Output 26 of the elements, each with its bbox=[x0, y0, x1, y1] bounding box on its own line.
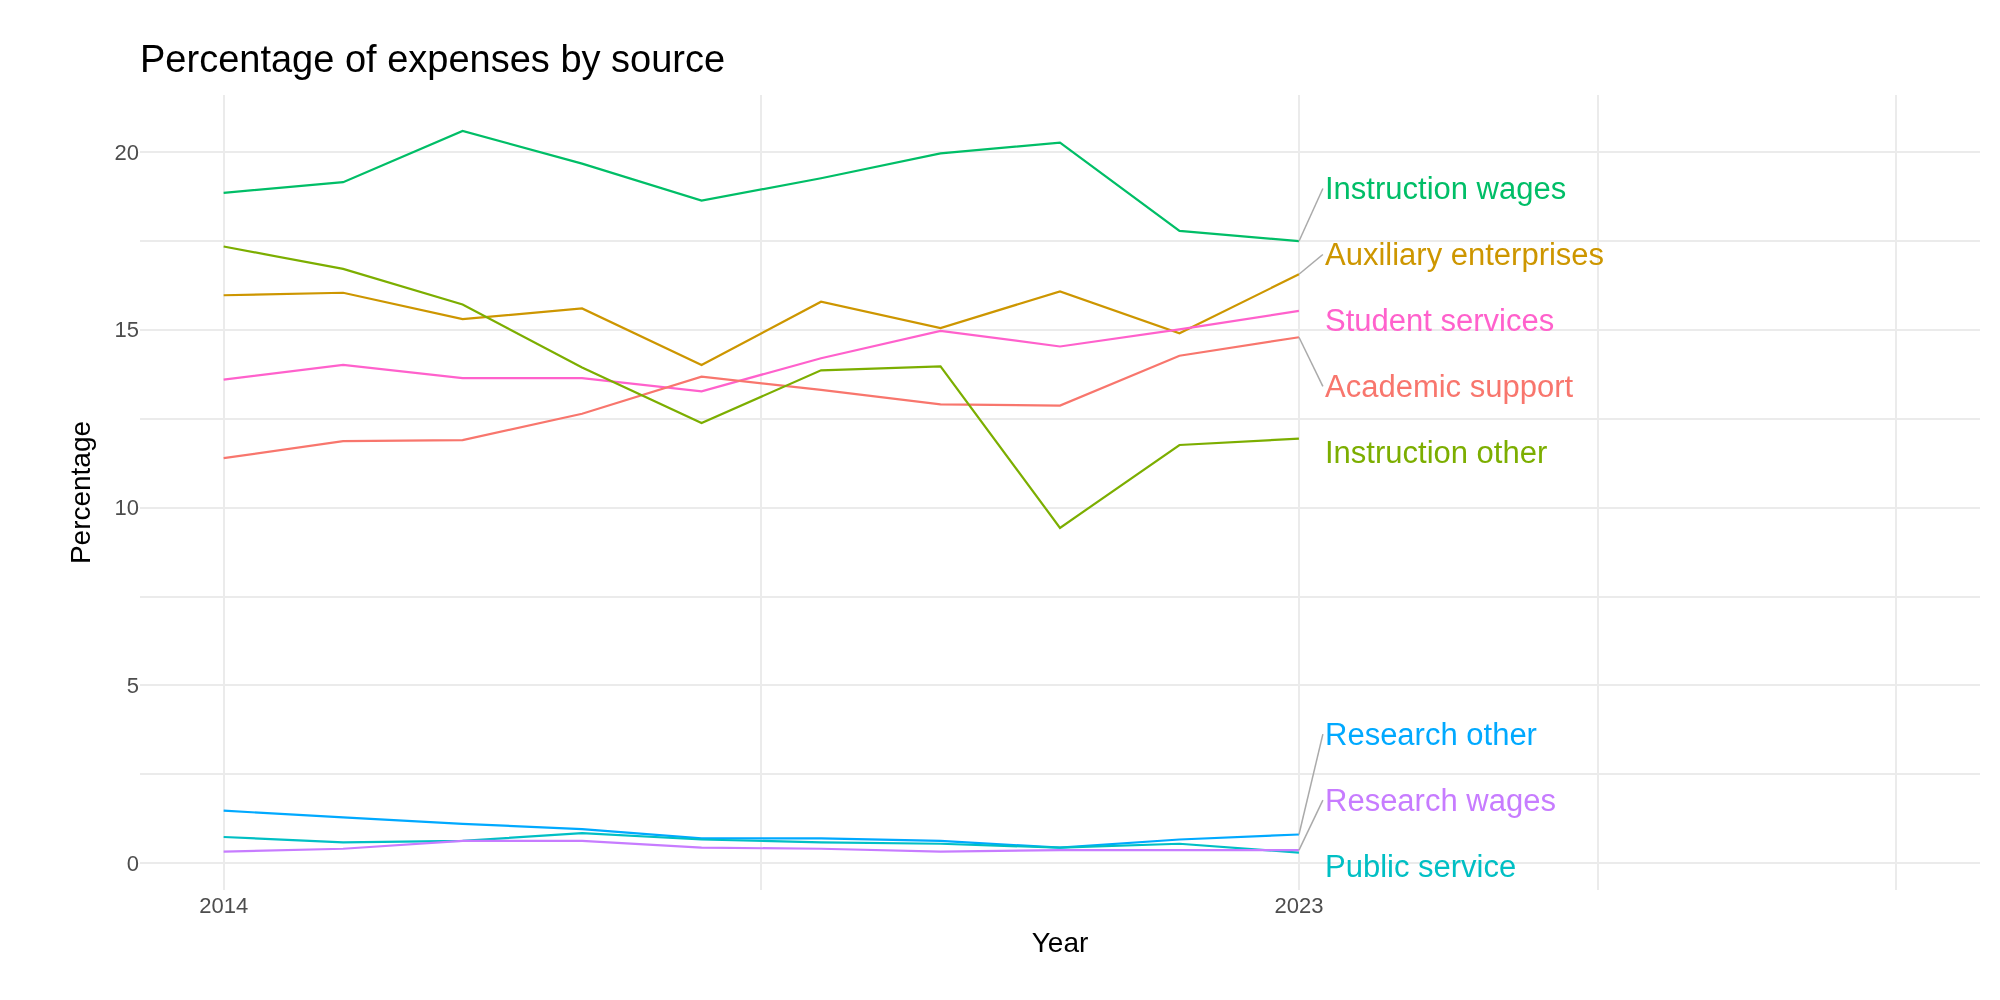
series-label: Research wages bbox=[1325, 783, 1556, 818]
line-series bbox=[222, 839, 1301, 853]
line-series bbox=[222, 273, 1301, 367]
y-tick-label: 5 bbox=[126, 673, 139, 699]
text: Research other bbox=[1325, 717, 1537, 752]
y-tick-label: 10 bbox=[114, 495, 139, 521]
line-series bbox=[222, 129, 1301, 243]
line-series bbox=[222, 336, 1301, 460]
line-series bbox=[222, 809, 1301, 849]
line-series bbox=[222, 309, 1301, 393]
line-series bbox=[222, 831, 1301, 854]
y-tick-label: 15 bbox=[114, 317, 139, 343]
series-label: Instruction other bbox=[1325, 435, 1548, 470]
series-label: Auxiliary enterprises bbox=[1325, 237, 1605, 272]
series-label: Public service bbox=[1325, 849, 1517, 884]
series-label: Student services bbox=[1325, 303, 1555, 338]
y-tick-label: 0 bbox=[126, 851, 139, 877]
x-tick-label: 2014 bbox=[199, 893, 249, 918]
chart-title: Percentage of expenses by source bbox=[140, 37, 726, 80]
line-series bbox=[222, 245, 1301, 529]
x-axis-title: Year bbox=[1031, 927, 1089, 959]
x-tick-label: 2023 bbox=[1274, 893, 1324, 918]
series-label: Academic support bbox=[1325, 369, 1574, 404]
series-label: Instruction wages bbox=[1325, 171, 1567, 206]
y-axis-title: Percentage bbox=[65, 420, 97, 565]
y-tick-label: 20 bbox=[114, 139, 139, 165]
